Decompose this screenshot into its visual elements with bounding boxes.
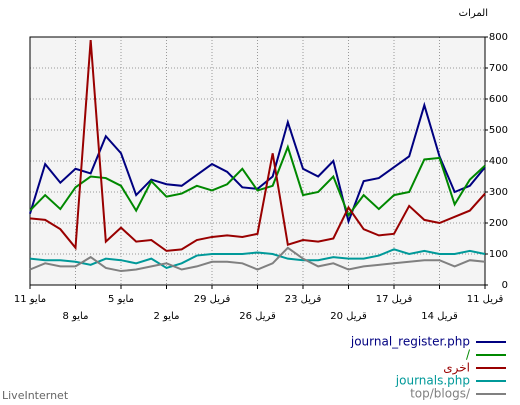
x-tick-label: 14 قريل xyxy=(421,311,458,322)
series-line xyxy=(29,246,486,273)
y-tick-label: 0 xyxy=(502,280,508,291)
y-tick-label: 700 xyxy=(489,63,508,74)
x-tick-label: 8 مايو xyxy=(63,311,89,322)
y-axis-label: المرات xyxy=(459,8,488,19)
legend-label: top/blogs/ xyxy=(410,387,471,401)
x-tick-label: 23 قريل xyxy=(285,294,322,305)
y-tick-label: 400 xyxy=(489,156,508,167)
x-tick-label: 2 مايو xyxy=(154,311,180,322)
x-tick-label: 26 قريل xyxy=(239,311,276,322)
y-tick-label: 500 xyxy=(489,125,508,136)
plot-border xyxy=(29,36,486,286)
x-tick-label: 5 مايو xyxy=(108,294,134,305)
x-tick-label: 29 قريل xyxy=(194,294,231,305)
series-line xyxy=(29,144,486,218)
legend-label: / xyxy=(466,348,471,362)
x-tick-label: 11 قريل xyxy=(467,294,504,305)
x-tick-label: 20 قريل xyxy=(330,311,367,322)
legend-label: journals.php xyxy=(395,374,470,388)
y-tick-label: 300 xyxy=(489,187,508,198)
y-tick-label: 100 xyxy=(489,249,508,260)
x-tick-label: 17 قريل xyxy=(376,294,413,305)
series-line xyxy=(29,40,486,252)
x-tick-label: 11 مايو xyxy=(14,294,46,305)
legend-label: اخرى xyxy=(443,361,470,376)
y-tick-label: 800 xyxy=(489,32,508,43)
legend-label: journal_register.php xyxy=(350,335,470,349)
y-tick-label: 200 xyxy=(489,218,508,229)
series-line xyxy=(29,248,486,270)
y-tick-label: 600 xyxy=(489,94,508,105)
footer: LiveInternet xyxy=(2,389,69,402)
